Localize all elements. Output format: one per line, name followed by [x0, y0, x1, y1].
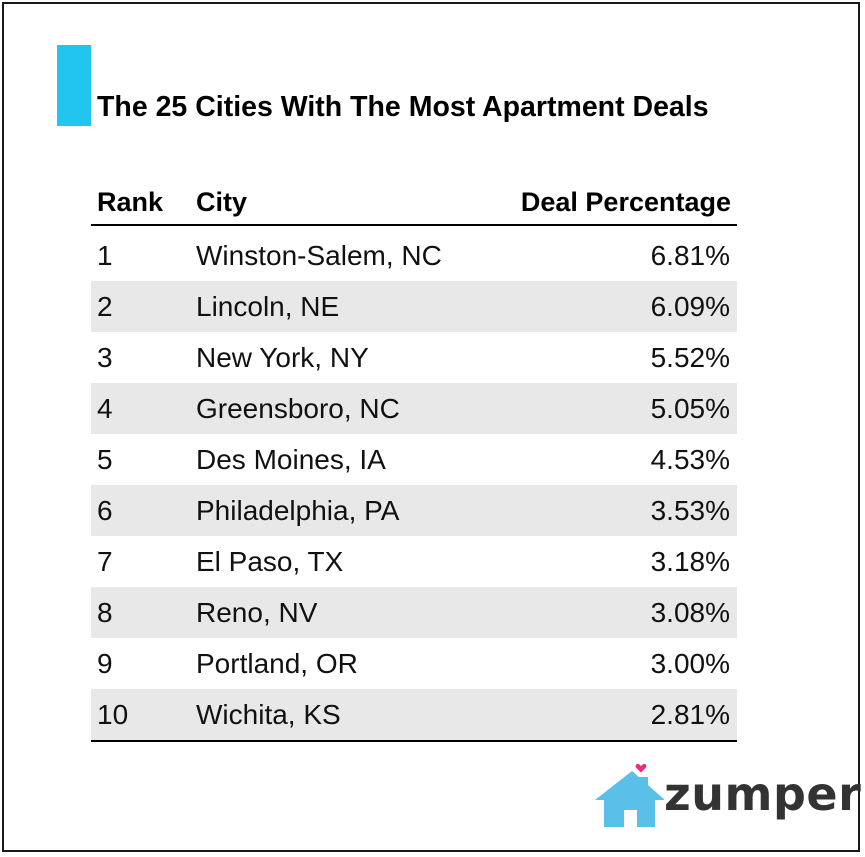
cell-city: Winston-Salem, NC — [196, 240, 442, 271]
rankings-table: Rank City Deal Percentage 1 Winston-Sale… — [91, 180, 737, 742]
page-title: The 25 Cities With The Most Apartment De… — [97, 91, 709, 123]
cell-deal-percentage: 5.52% — [650, 342, 730, 373]
cell-rank: 6 — [97, 495, 113, 526]
cell-rank: 9 — [97, 648, 113, 679]
cell-deal-percentage: 3.18% — [650, 546, 730, 577]
cell-deal-percentage: 6.09% — [650, 291, 730, 322]
header-deal-percentage: Deal Percentage — [520, 187, 731, 217]
header-city: City — [196, 187, 248, 217]
cell-city: Portland, OR — [196, 648, 358, 679]
cell-rank: 7 — [97, 546, 113, 577]
header-rank: Rank — [97, 187, 164, 217]
table-row: 9 Portland, OR 3.00% — [91, 638, 737, 689]
table-row: 2 Lincoln, NE 6.09% — [91, 281, 737, 332]
cell-city: El Paso, TX — [196, 546, 344, 577]
cell-deal-percentage: 3.08% — [650, 597, 730, 628]
cell-city: Reno, NV — [196, 597, 318, 628]
cell-rank: 3 — [97, 342, 113, 373]
cell-rank: 10 — [97, 699, 129, 730]
cell-city: Greensboro, NC — [196, 393, 400, 424]
cell-deal-percentage: 4.53% — [650, 444, 730, 475]
table-row: 3 New York, NY 5.52% — [91, 332, 737, 383]
table-body: 1 Winston-Salem, NC 6.81% 2 Lincoln, NE … — [91, 226, 737, 742]
table-row: 6 Philadelphia, PA 3.53% — [91, 485, 737, 536]
cell-deal-percentage: 2.81% — [650, 699, 730, 730]
table-header: Rank City Deal Percentage — [91, 180, 737, 226]
cell-deal-percentage: 6.81% — [650, 240, 730, 271]
cell-deal-percentage: 3.00% — [650, 648, 730, 679]
zumper-logo: zumper — [592, 759, 861, 831]
cell-city: New York, NY — [196, 342, 369, 373]
table-row: 7 El Paso, TX 3.18% — [91, 536, 737, 587]
cell-rank: 5 — [97, 444, 113, 475]
cell-rank: 8 — [97, 597, 113, 628]
cell-city: Lincoln, NE — [196, 291, 340, 322]
zumper-wordmark: zumper — [664, 767, 862, 821]
title-accent-bar — [57, 45, 91, 126]
cell-deal-percentage: 3.53% — [650, 495, 730, 526]
table-row: 8 Reno, NV 3.08% — [91, 587, 737, 638]
cell-city: Wichita, KS — [196, 699, 341, 730]
cell-rank: 1 — [97, 240, 113, 271]
table-row: 1 Winston-Salem, NC 6.81% — [91, 230, 737, 281]
cell-city: Philadelphia, PA — [196, 495, 400, 526]
table-row: 10 Wichita, KS 2.81% — [91, 689, 737, 740]
cell-rank: 2 — [97, 291, 113, 322]
cell-deal-percentage: 5.05% — [650, 393, 730, 424]
house-with-heart-icon — [595, 764, 664, 827]
cell-city: Des Moines, IA — [196, 444, 386, 475]
cell-rank: 4 — [97, 393, 113, 424]
table-row: 5 Des Moines, IA 4.53% — [91, 434, 737, 485]
table-row: 4 Greensboro, NC 5.05% — [91, 383, 737, 434]
